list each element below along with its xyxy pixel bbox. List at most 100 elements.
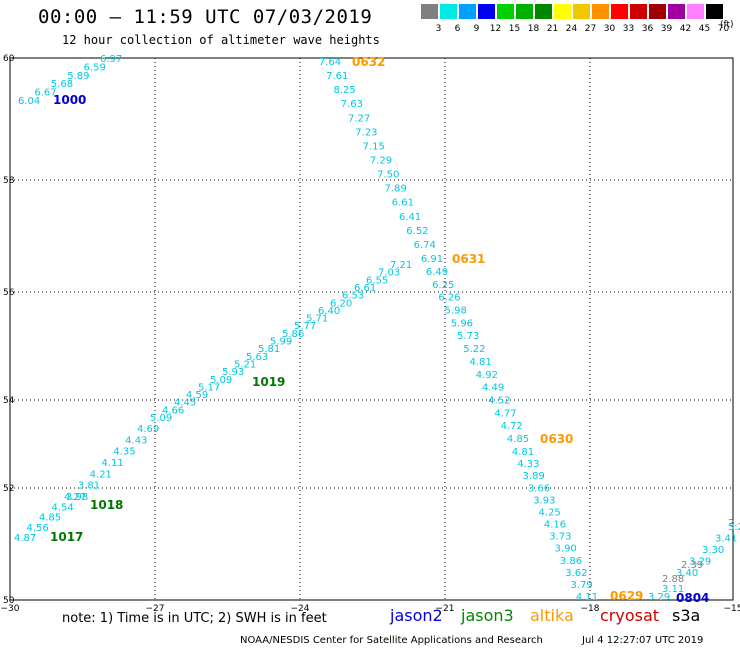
wave-height-value: 4.56 xyxy=(27,523,49,534)
wave-height-value: 3.30 xyxy=(702,545,724,556)
wave-height-value: 4.11 xyxy=(576,592,598,603)
wave-height-value: 3.93 xyxy=(533,495,555,506)
wave-height-value: 3.90 xyxy=(555,544,577,555)
wave-height-value: 5.71 xyxy=(306,314,328,325)
wave-height-value: 4.81 xyxy=(469,357,491,368)
wave-height-value: 5.21 xyxy=(234,359,256,370)
latitude-tick-label: 50 xyxy=(3,596,15,606)
map-note: note: 1) Time is in UTC; 2) SWH is in fe… xyxy=(62,611,327,626)
map-frame xyxy=(9,57,734,601)
satellite-legend-cryosat: cryosat xyxy=(600,606,660,625)
wave-height-value: 3.62 xyxy=(565,568,587,579)
wave-height-value: 6.49 xyxy=(426,267,448,278)
wave-height-value: 5.98 xyxy=(445,306,467,317)
scale-label: 9 xyxy=(473,24,480,34)
wave-height-value: 3.29 xyxy=(648,592,670,603)
wave-height-value: 5.68 xyxy=(51,79,73,90)
page-subtitle: 12 hour collection of altimeter wave hei… xyxy=(62,33,380,47)
wave-height-value: 4.72 xyxy=(501,421,523,432)
scale-swatch xyxy=(516,4,533,19)
longitude-tick-label: −30 xyxy=(1,604,20,614)
wave-height-value: 5.77 xyxy=(294,321,316,332)
scale-label: 27 xyxy=(584,24,597,34)
wave-height-value: 7.15 xyxy=(363,141,385,152)
wave-height-value: 6.59 xyxy=(84,62,106,73)
wave-height-value: 3.41 xyxy=(715,534,737,545)
wave-height-value: 6.20 xyxy=(330,298,352,309)
wave-height-value: 5.89 xyxy=(67,71,89,82)
wave-height-value: 6.74 xyxy=(414,240,436,251)
wave-height-value: 4.43 xyxy=(125,435,147,446)
wave-height-value: 6.41 xyxy=(399,212,421,223)
wave-height-value: 4.85 xyxy=(39,513,61,524)
longitude-tick-label: −27 xyxy=(146,604,165,614)
wave-height-value: 7.23 xyxy=(355,127,377,138)
longitude-tick-label: −18 xyxy=(581,604,600,614)
scale-swatch xyxy=(668,4,685,19)
scale-label: 15 xyxy=(508,24,521,34)
pass-label: 0632 xyxy=(352,55,385,69)
wave-height-value: 3.29 xyxy=(689,557,711,568)
wave-height-value: 4.16 xyxy=(544,520,566,531)
satellite-legend-altika: altika xyxy=(530,606,574,625)
scale-label: 70 xyxy=(717,24,730,34)
wave-height-value: 6.61 xyxy=(392,198,414,209)
wave-height-value: 4.85 xyxy=(507,434,529,445)
scale-label: 36 xyxy=(641,24,654,34)
scale-label: 21 xyxy=(546,24,559,34)
scale-swatch xyxy=(459,4,476,19)
wave-height-value: 6.91 xyxy=(421,254,443,265)
wave-height-value: 3.89 xyxy=(523,471,545,482)
wave-height-value: 5.22 xyxy=(463,344,485,355)
wave-height-value: 4.45 xyxy=(174,398,196,409)
pass-label: 1017 xyxy=(50,530,83,544)
wave-height-value: 4.59 xyxy=(186,390,208,401)
satellite-legend-s3a: s3a xyxy=(672,606,701,625)
wave-height-value: 4.49 xyxy=(482,383,504,394)
scale-unit: (ft) xyxy=(720,20,734,30)
wave-height-value: 6.97 xyxy=(100,54,122,65)
latitude-tick-label: 52 xyxy=(3,484,14,494)
scale-swatch xyxy=(592,4,609,19)
wave-height-value: 5.17 xyxy=(198,382,220,393)
wave-height-value: 5.09 xyxy=(210,375,232,386)
page-title: 00:00 — 11:59 UTC 07/03/2019 xyxy=(38,6,373,28)
longitude-tick-label: −24 xyxy=(291,604,310,614)
scale-label: 18 xyxy=(527,24,540,34)
scale-label: 6 xyxy=(454,24,461,34)
scale-label: 42 xyxy=(679,24,692,34)
wave-height-value: 3.66 xyxy=(528,483,550,494)
wave-height-value: 3.86 xyxy=(560,556,582,567)
scale-swatch xyxy=(535,4,552,19)
wave-height-value: 6.26 xyxy=(438,293,460,304)
wave-height-value: 4.77 xyxy=(494,408,516,419)
wave-height-value: 4.69 xyxy=(137,424,159,435)
wave-height-value: 7.89 xyxy=(384,184,406,195)
longitude-tick-label: −15 xyxy=(724,604,740,614)
wave-height-value: 4.27 xyxy=(64,492,86,503)
wave-height-value: 4.11 xyxy=(102,458,124,469)
scale-swatch xyxy=(630,4,647,19)
wave-height-value: 3.98 xyxy=(66,492,88,503)
wave-height-value: 4.81 xyxy=(512,447,534,458)
latitude-tick-label: 60 xyxy=(3,54,15,64)
scale-swatch xyxy=(440,4,457,19)
wave-height-value: 4.35 xyxy=(113,447,135,458)
wave-height-value: 2.88 xyxy=(662,574,684,585)
wave-height-value: 5.73 xyxy=(457,331,479,342)
wave-height-value: 3.79 xyxy=(571,580,593,591)
wave-height-value: 4.52 xyxy=(488,395,510,406)
wave-height-value: 4.21 xyxy=(90,469,112,480)
pass-label: 1018 xyxy=(90,498,123,512)
wave-height-value: 7.03 xyxy=(378,268,400,279)
scale-swatch xyxy=(497,4,514,19)
wave-height-value: 8.25 xyxy=(333,85,355,96)
wave-height-value: 7.27 xyxy=(348,113,370,124)
wave-height-value: 5.99 xyxy=(270,337,292,348)
pass-label: 1000 xyxy=(53,93,86,107)
wave-height-value: 6.61 xyxy=(354,283,376,294)
satellite-legend-jason3: jason3 xyxy=(461,606,514,625)
generated-timestamp: Jul 4 12:27:07 UTC 2019 xyxy=(582,635,704,646)
